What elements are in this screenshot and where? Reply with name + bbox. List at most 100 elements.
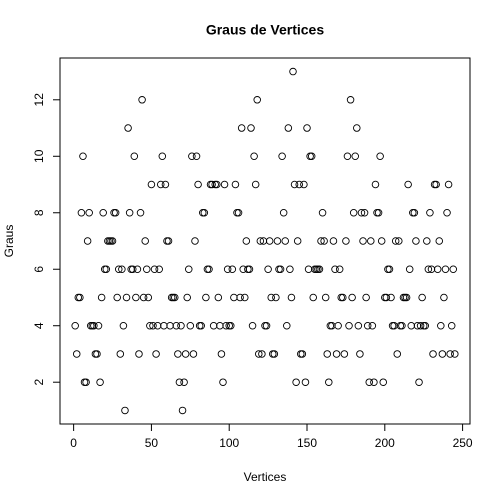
point xyxy=(133,265,142,273)
chart-title: Graus de Vertices xyxy=(206,22,325,38)
point xyxy=(251,180,260,189)
point xyxy=(306,152,314,161)
point xyxy=(149,321,157,330)
point xyxy=(247,124,255,132)
point xyxy=(339,293,347,302)
point xyxy=(166,321,174,330)
point xyxy=(415,378,423,386)
point xyxy=(236,293,244,302)
y-tick-label: 6 xyxy=(32,266,46,273)
point xyxy=(435,237,444,245)
point xyxy=(438,350,447,358)
point xyxy=(444,180,453,189)
point xyxy=(359,237,367,245)
point xyxy=(429,350,437,358)
point xyxy=(186,321,195,330)
point xyxy=(440,293,448,302)
x-tick-label: 100 xyxy=(219,436,239,450)
point xyxy=(138,96,146,104)
point xyxy=(203,265,212,273)
point xyxy=(424,265,433,273)
point xyxy=(253,96,261,104)
point xyxy=(279,209,288,217)
point xyxy=(219,378,227,386)
point xyxy=(124,124,132,132)
point xyxy=(217,350,226,358)
point xyxy=(188,152,196,161)
point xyxy=(421,321,430,330)
point xyxy=(121,406,129,415)
point xyxy=(343,152,352,161)
point xyxy=(286,265,294,273)
point xyxy=(223,265,232,273)
point xyxy=(407,321,416,330)
point xyxy=(334,321,342,330)
point xyxy=(93,350,101,358)
point xyxy=(356,350,364,358)
point xyxy=(91,350,100,358)
point xyxy=(237,124,246,132)
point xyxy=(169,293,177,302)
point xyxy=(135,350,143,358)
point xyxy=(283,321,291,330)
point xyxy=(164,237,173,245)
point xyxy=(342,237,350,245)
point xyxy=(255,350,263,358)
point xyxy=(346,96,355,104)
point xyxy=(441,265,450,273)
point xyxy=(146,321,154,330)
point xyxy=(370,378,378,386)
point xyxy=(396,321,405,330)
point xyxy=(432,180,440,189)
point xyxy=(402,293,411,302)
point xyxy=(426,209,434,217)
point xyxy=(192,152,201,161)
point xyxy=(71,321,79,330)
point xyxy=(233,209,241,217)
point xyxy=(405,265,414,273)
point xyxy=(368,321,377,330)
point xyxy=(325,378,333,386)
point xyxy=(230,293,238,302)
point xyxy=(90,321,98,330)
point xyxy=(367,237,375,245)
point xyxy=(127,265,135,273)
point xyxy=(390,321,398,330)
point xyxy=(97,293,106,302)
point xyxy=(183,293,191,302)
y-tick-label: 4 xyxy=(32,322,46,329)
point xyxy=(147,180,156,189)
point xyxy=(382,293,391,302)
point xyxy=(174,350,182,358)
point xyxy=(231,180,240,189)
point xyxy=(163,237,171,245)
point xyxy=(177,321,185,330)
y-tick-label: 8 xyxy=(32,209,46,216)
point xyxy=(340,350,349,358)
point xyxy=(292,378,300,386)
point xyxy=(335,265,344,273)
point xyxy=(110,209,118,217)
point xyxy=(391,237,400,245)
point xyxy=(379,378,387,386)
point xyxy=(76,293,84,302)
point xyxy=(362,293,370,302)
point xyxy=(185,265,193,273)
point xyxy=(290,180,299,189)
point xyxy=(122,293,131,302)
point xyxy=(328,321,336,330)
point xyxy=(118,265,126,273)
y-tick-label: 12 xyxy=(32,93,46,107)
point xyxy=(393,350,401,358)
point xyxy=(404,180,412,189)
point xyxy=(354,321,363,330)
point xyxy=(83,237,92,245)
point xyxy=(222,321,230,330)
point xyxy=(304,265,313,273)
point xyxy=(197,321,205,330)
point xyxy=(99,209,107,217)
point xyxy=(373,209,381,217)
point xyxy=(295,180,303,189)
point xyxy=(161,180,170,189)
